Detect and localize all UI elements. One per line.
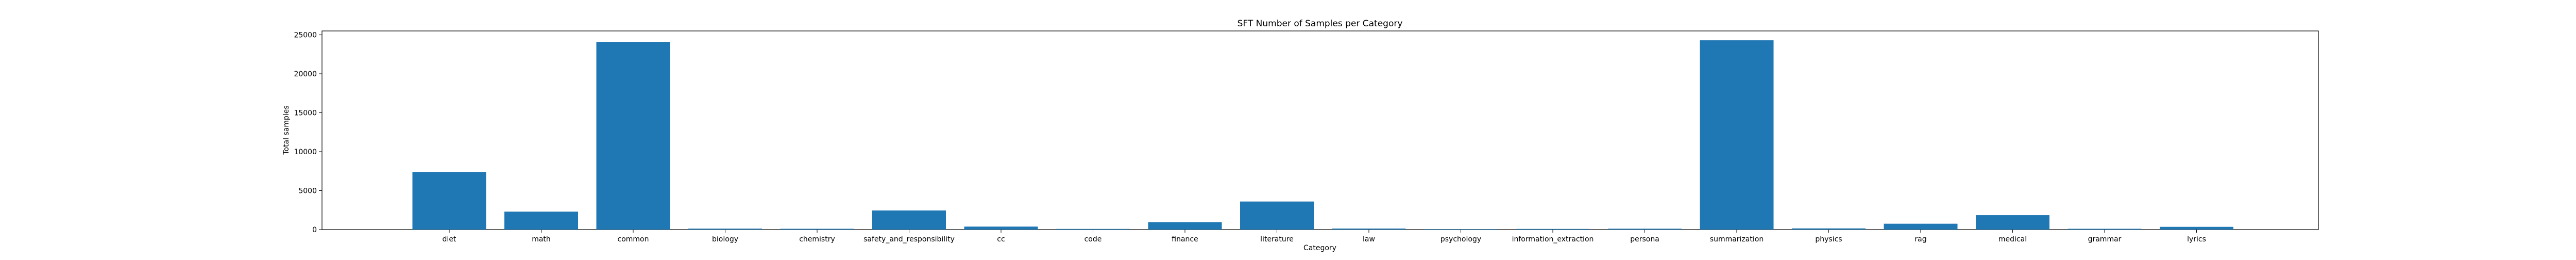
bar-cc — [964, 226, 1038, 230]
x-tick-label-grammar: grammar — [2088, 235, 2122, 243]
y-axis: 0 5000 10000 15000 20000 25000 — [294, 31, 322, 234]
x-tick-label-psychology: psychology — [1440, 235, 1481, 243]
bar-literature — [1240, 201, 1314, 230]
x-tick-label-cc: cc — [997, 235, 1005, 243]
bar-chemistry — [780, 229, 854, 230]
x-tick-label-diet: diet — [443, 235, 456, 243]
y-tick-label: 20000 — [294, 70, 317, 78]
x-tick-label-literature: literature — [1260, 235, 1294, 243]
bar-summarization — [1700, 40, 1774, 230]
x-axis-label: Category — [1303, 244, 1336, 252]
bars-group — [412, 40, 2233, 230]
plot-area — [321, 30, 2319, 230]
bar-rag — [1884, 223, 1958, 230]
bar-diet — [412, 172, 486, 230]
bar-code — [1056, 229, 1130, 230]
bar-law — [1332, 229, 1406, 230]
x-axis: diet math common biology chemistry safety_and… — [443, 230, 2206, 243]
bar-medical — [1976, 215, 2049, 230]
plot-frame — [321, 30, 2319, 230]
bar-finance — [1148, 222, 1222, 230]
x-tick-label-summarization: summarization — [1710, 235, 1764, 243]
x-tick-label-physics: physics — [1815, 235, 1842, 243]
x-tick-label-medical: medical — [1998, 235, 2027, 243]
bar-information-extraction — [1516, 229, 1590, 230]
y-axis-label: Total samples — [282, 105, 291, 155]
chart-title: SFT Number of Samples per Category — [1238, 19, 1403, 29]
bar-biology — [688, 229, 762, 230]
bar-physics — [1792, 228, 1866, 230]
x-tick-label-biology: biology — [712, 235, 738, 243]
x-tick-label-code: code — [1084, 235, 1102, 243]
x-tick-label-chemistry: chemistry — [799, 235, 835, 243]
y-tick-label: 25000 — [294, 31, 317, 40]
x-tick-label-math: math — [532, 235, 551, 243]
x-tick-label-persona: persona — [1630, 235, 1659, 243]
x-tick-label-safety-and-responsibility: safety_and_responsibility — [863, 235, 955, 243]
y-tick-label: 10000 — [294, 148, 317, 156]
x-tick-label-information-extraction: information_extraction — [1512, 235, 1594, 243]
y-tick-label: 0 — [312, 226, 317, 234]
x-tick-label-rag: rag — [1914, 235, 1926, 243]
bar-psychology — [1424, 229, 1498, 230]
bar-persona — [1608, 229, 1682, 230]
x-tick-label-common: common — [618, 235, 649, 243]
bar-lyrics — [2160, 226, 2233, 230]
x-tick-label-lyrics: lyrics — [2187, 235, 2206, 243]
y-tick-label: 15000 — [294, 109, 317, 118]
x-tick-label-law: law — [1363, 235, 1375, 243]
bar-safety-and-responsibility — [872, 210, 946, 230]
bar-math — [504, 212, 578, 230]
x-tick-label-finance: finance — [1172, 235, 1198, 243]
bar-grammar — [2067, 229, 2142, 230]
y-tick-label: 5000 — [298, 187, 317, 196]
bar-common — [596, 42, 670, 230]
